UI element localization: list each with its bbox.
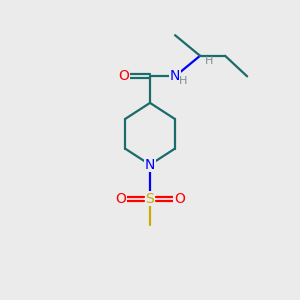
Text: O: O <box>115 192 126 206</box>
Text: O: O <box>174 192 185 206</box>
Text: H: H <box>179 76 188 86</box>
Text: O: O <box>118 69 129 83</box>
Text: N: N <box>145 158 155 172</box>
Text: H: H <box>205 56 214 66</box>
Text: N: N <box>170 69 180 83</box>
Text: S: S <box>146 192 154 206</box>
